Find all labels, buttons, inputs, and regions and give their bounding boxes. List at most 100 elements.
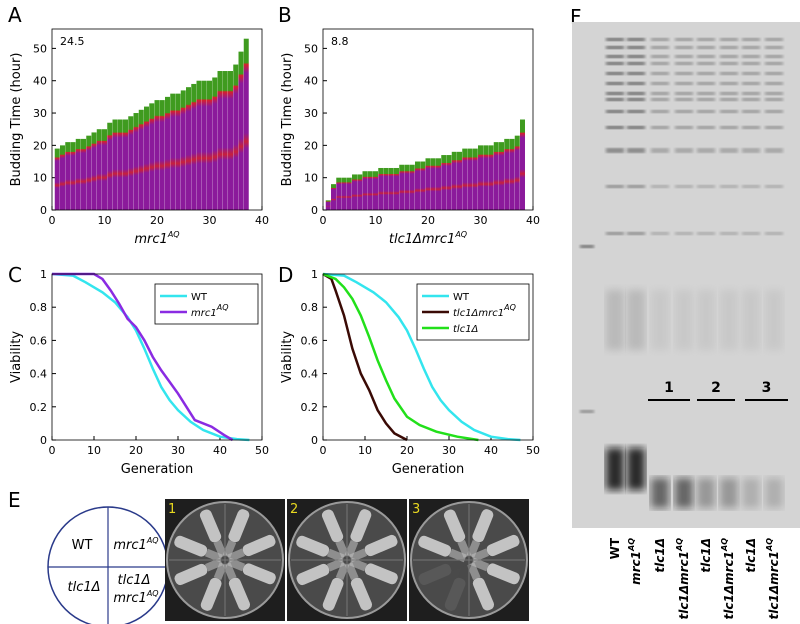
streak xyxy=(418,563,452,586)
bar xyxy=(383,167,389,210)
annotation: 8.8 xyxy=(331,35,349,48)
bar xyxy=(504,138,510,210)
x-axis-label: mrc1AQ xyxy=(134,230,179,247)
bar xyxy=(341,177,347,210)
x-tick-label: 10 xyxy=(358,444,372,457)
band xyxy=(742,126,760,129)
band xyxy=(675,62,693,65)
streak xyxy=(228,577,251,611)
lane-label-main: tlc1Δ xyxy=(653,538,667,573)
x-tick-label: 10 xyxy=(98,214,112,227)
bar xyxy=(462,148,468,210)
bar xyxy=(175,93,181,210)
bar xyxy=(325,200,331,210)
x-axis-label: Generation xyxy=(121,462,194,477)
panel-label: F xyxy=(570,5,582,29)
streak xyxy=(322,577,344,611)
y-tick-label: 40 xyxy=(33,75,47,88)
lane-label-sup: AQ xyxy=(765,538,774,552)
colonies xyxy=(349,557,368,572)
y-tick-label: 0 xyxy=(40,204,47,217)
band xyxy=(606,46,624,49)
band xyxy=(765,55,783,58)
streak xyxy=(444,577,466,611)
bar xyxy=(212,77,218,210)
streak xyxy=(199,509,222,543)
band xyxy=(742,92,760,95)
colonies xyxy=(448,548,467,563)
bar xyxy=(394,167,399,210)
band xyxy=(627,98,645,101)
bar xyxy=(222,71,228,211)
bar xyxy=(107,122,113,210)
legend-label-main: WT xyxy=(453,292,470,303)
streak xyxy=(321,509,344,543)
band xyxy=(720,110,738,113)
band xyxy=(675,82,693,85)
lane-label-main: mrc1 xyxy=(629,551,643,585)
colonies xyxy=(457,540,472,558)
band xyxy=(742,62,760,65)
x-axis-label-sup: AQ xyxy=(454,230,467,239)
plot-frame xyxy=(51,273,263,441)
band xyxy=(651,38,669,41)
y-tick-label: 0 xyxy=(40,434,47,447)
colonies xyxy=(471,557,490,572)
telomere-smear xyxy=(627,448,645,490)
band xyxy=(675,38,693,41)
band xyxy=(651,82,669,85)
streak xyxy=(296,563,330,586)
bar xyxy=(186,87,191,210)
band xyxy=(697,126,715,129)
x-tick-label: 20 xyxy=(400,444,414,457)
x-tick-label: 40 xyxy=(484,444,498,457)
x-tick-label: 0 xyxy=(49,444,56,457)
y-tick-label: 0.2 xyxy=(301,401,319,414)
bar xyxy=(362,171,368,210)
panel-label: C xyxy=(8,263,22,287)
band xyxy=(742,38,760,41)
genotype-sup: AQ xyxy=(146,589,159,598)
band xyxy=(606,92,624,95)
x-tick-label: 30 xyxy=(171,444,185,457)
y-tick-label: 0 xyxy=(311,204,318,217)
plate-number: 2 xyxy=(290,502,298,517)
x-tick-label: 0 xyxy=(320,214,327,227)
series-line xyxy=(52,272,234,442)
band xyxy=(720,98,738,101)
panel-label: E xyxy=(8,488,21,512)
legend-label-main: tlc1Δmrc1 xyxy=(453,308,504,319)
x-axis-label: Generation xyxy=(392,462,465,477)
streak xyxy=(296,535,330,557)
band xyxy=(742,72,760,75)
plot-frame xyxy=(322,28,534,211)
x-tick-label: 50 xyxy=(526,444,540,457)
streak xyxy=(443,509,466,543)
bar xyxy=(357,174,363,210)
y-tick-label: 0 xyxy=(311,434,318,447)
band xyxy=(742,46,760,49)
genotype: tlc1Δ xyxy=(67,580,100,595)
smear xyxy=(675,290,693,350)
group-label: 1 xyxy=(664,380,674,396)
bar xyxy=(159,100,165,210)
lane-label-main: tlc1Δ xyxy=(699,538,713,573)
x-axis-label-sup: AQ xyxy=(167,230,180,239)
streak xyxy=(242,563,276,585)
legend-label-sup: AQ xyxy=(216,303,229,312)
y-tick-label: 50 xyxy=(33,42,47,55)
band xyxy=(720,126,738,129)
bar xyxy=(420,161,426,210)
band xyxy=(720,62,738,65)
lane-label: tlc1Δ xyxy=(699,538,713,573)
band xyxy=(606,38,624,41)
bar xyxy=(457,151,462,210)
telomere-smear xyxy=(742,478,760,508)
lane-label: tlc1Δmrc1AQ xyxy=(765,538,781,620)
x-tick-label: 40 xyxy=(213,444,227,457)
band xyxy=(697,110,715,113)
x-tick-label: 0 xyxy=(49,214,56,227)
band xyxy=(675,126,693,129)
bar xyxy=(149,103,155,210)
bar xyxy=(201,80,207,210)
